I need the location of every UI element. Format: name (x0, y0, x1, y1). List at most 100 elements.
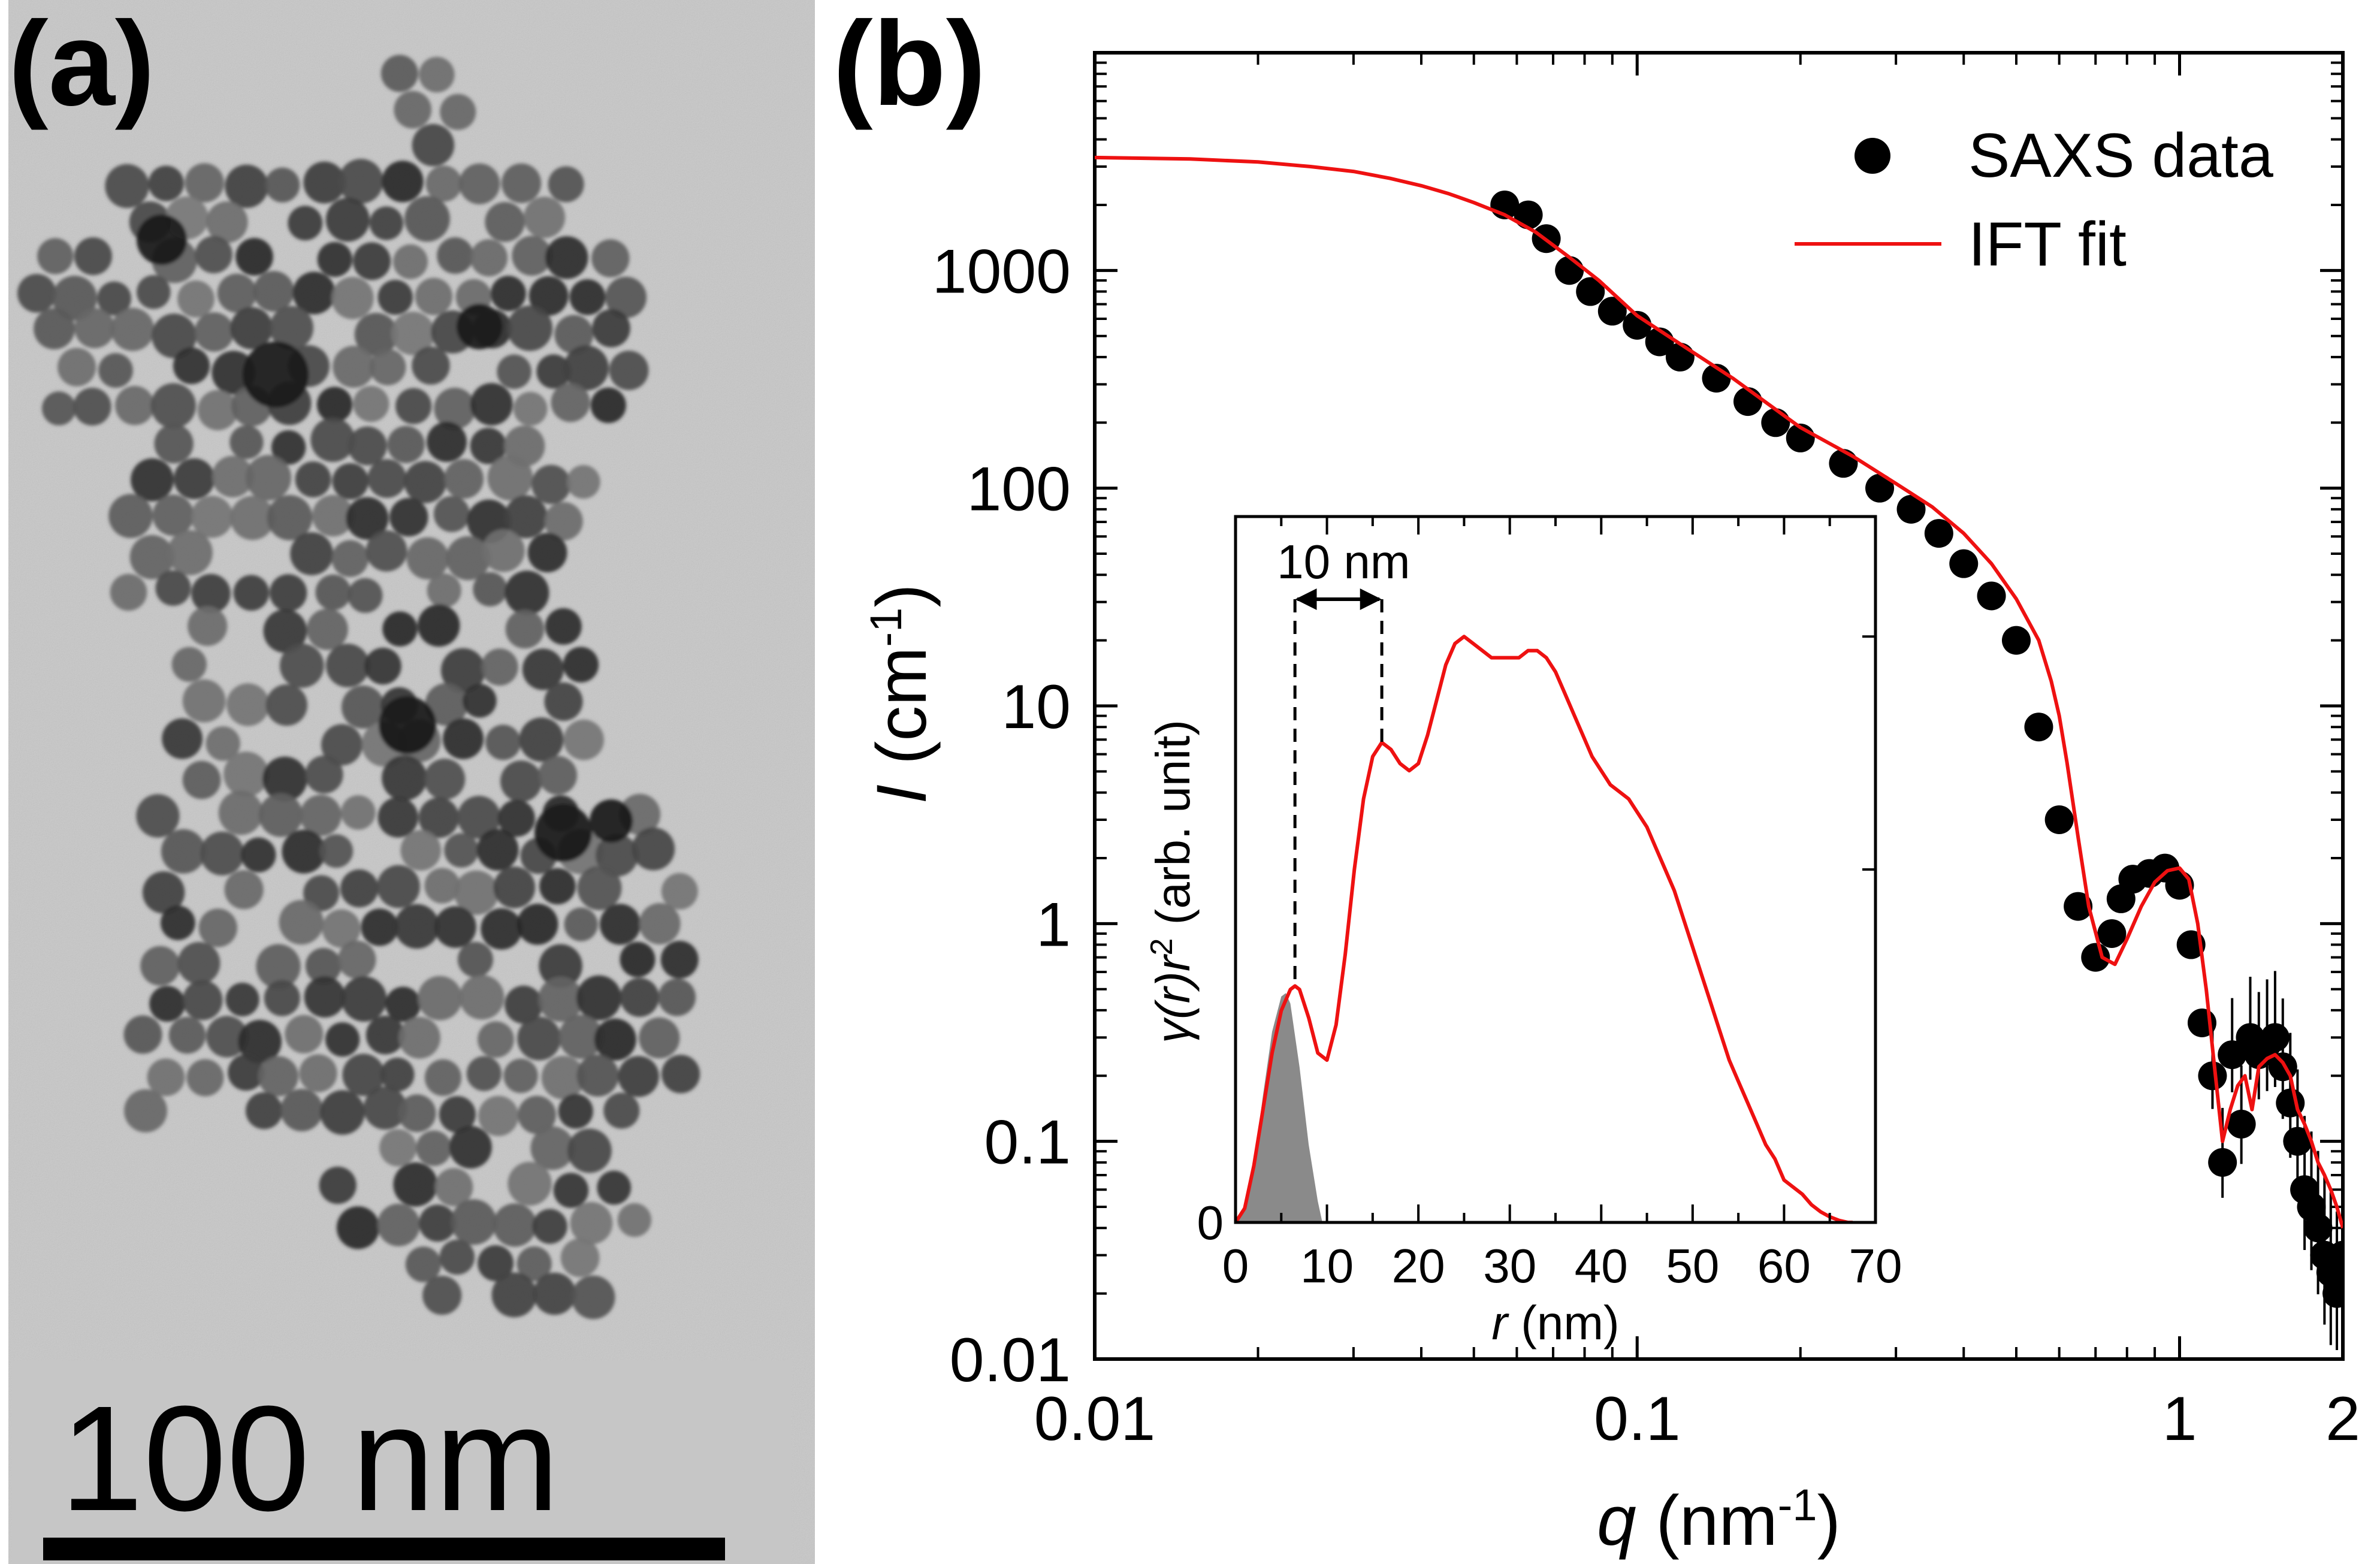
nanoparticle (229, 425, 264, 460)
nanoparticle (380, 1058, 415, 1092)
nanoparticle (377, 865, 420, 908)
nanoparticle (639, 1017, 680, 1059)
nanoparticle (321, 724, 363, 766)
nanoparticle (42, 391, 76, 425)
nanoparticle (538, 976, 584, 1022)
nanoparticle (518, 1095, 556, 1134)
nanoparticle (534, 804, 592, 862)
nanoparticle (419, 1204, 457, 1242)
nanoparticle (481, 648, 518, 686)
nanoparticle (498, 799, 535, 837)
nanoparticle (517, 904, 558, 945)
nanoparticle (536, 354, 571, 389)
nanoparticle (563, 647, 599, 683)
nanoparticle (446, 536, 491, 581)
nanoparticle (517, 1016, 561, 1061)
nanoparticle (551, 383, 590, 422)
nanoparticle (155, 570, 191, 606)
nanoparticle (425, 165, 462, 202)
nanoparticle (548, 166, 584, 203)
nanoparticle (259, 793, 303, 837)
x-tick-label: 2 (2325, 1384, 2360, 1454)
nanoparticle (382, 611, 418, 647)
nanoparticle (418, 976, 463, 1020)
nanoparticle (502, 163, 542, 203)
inset-x-tick-label: 0 (1222, 1239, 1249, 1293)
nanoparticle (590, 387, 626, 424)
saxs-data-point (1924, 519, 1953, 548)
nanoparticle (463, 684, 497, 718)
nanoparticle (406, 537, 449, 579)
nanoparticle (331, 277, 374, 319)
annotation-label: 10 nm (1277, 535, 1410, 588)
nanoparticle (569, 279, 606, 315)
nanoparticle (617, 1203, 652, 1237)
nanoparticle (563, 719, 604, 760)
nanoparticle (168, 1016, 206, 1054)
nanoparticle (111, 307, 155, 351)
saxs-data-point (2218, 1040, 2247, 1070)
nanoparticle (233, 575, 270, 611)
nanoparticle (228, 1054, 264, 1091)
panel-b-label: (b) (833, 0, 986, 131)
nanoparticle (115, 386, 155, 425)
nanoparticle (451, 1199, 497, 1245)
nanoparticle (58, 348, 96, 387)
saxs-data-point (1514, 200, 1543, 230)
saxs-data-point (1733, 387, 1763, 416)
nanoparticle (457, 941, 494, 977)
nanoparticle (191, 496, 233, 538)
nanoparticle (427, 573, 461, 608)
nanoparticle (245, 1092, 283, 1130)
nanoparticle (322, 909, 361, 948)
saxs-data-point (2081, 943, 2110, 972)
nanoparticle (337, 940, 376, 979)
nanoparticle (418, 797, 459, 838)
nanoparticle (434, 388, 476, 430)
saxs-data-point (2024, 712, 2053, 742)
saxs-data-point (2303, 1213, 2333, 1243)
saxs-data-point (1555, 256, 1584, 285)
nanoparticle (417, 604, 460, 647)
nanoparticle (485, 724, 521, 760)
nanoparticle (505, 570, 549, 615)
nanoparticle (325, 644, 370, 687)
saxs-data-point (2097, 919, 2127, 948)
nanoparticle (507, 305, 553, 351)
nanoparticle (108, 494, 153, 538)
nanoparticle (177, 280, 215, 318)
nanoparticle (661, 872, 698, 910)
nanoparticle (538, 756, 578, 795)
nanoparticle (490, 276, 526, 312)
nanoparticle (348, 426, 387, 466)
nanoparticle (382, 161, 424, 203)
nanoparticle (470, 383, 513, 425)
nanoparticle (269, 574, 307, 612)
ift-distance-curve (1236, 635, 1853, 1222)
nanoparticle (177, 941, 221, 985)
nanoparticle (197, 390, 238, 431)
nanoparticle (305, 755, 343, 794)
nanoparticle (393, 1162, 438, 1207)
nanoparticle (225, 164, 268, 209)
nanoparticle (576, 1054, 619, 1097)
nanoparticle (596, 834, 638, 877)
nanoparticle (124, 1089, 167, 1133)
nanoparticle (449, 1126, 492, 1169)
nanoparticle (243, 342, 309, 407)
nanoparticle (459, 163, 500, 204)
nanoparticle (571, 1275, 615, 1320)
nanoparticle (393, 244, 428, 279)
nanoparticle (473, 572, 508, 607)
nanoparticle (503, 1058, 538, 1094)
nanoparticle (369, 206, 404, 240)
nanoparticle (590, 799, 633, 843)
saxs-data-point (1977, 581, 2006, 611)
nanoparticle (531, 464, 571, 505)
nanoparticle (470, 427, 507, 464)
nanoparticle (241, 837, 276, 872)
nanoparticle (174, 458, 215, 500)
nanoparticle (379, 1129, 417, 1167)
nanoparticle (544, 502, 583, 541)
